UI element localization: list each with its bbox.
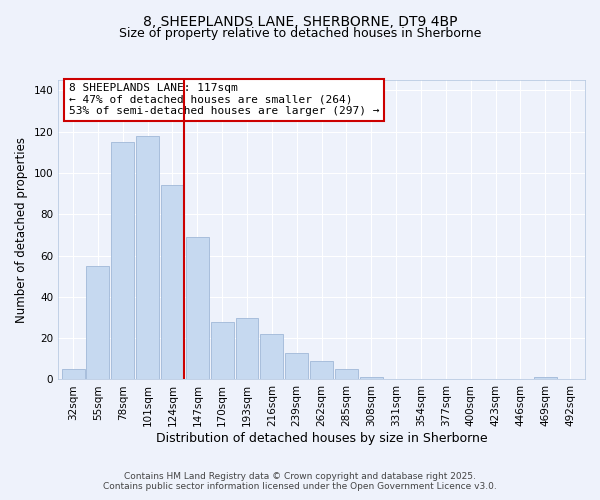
X-axis label: Distribution of detached houses by size in Sherborne: Distribution of detached houses by size … [156,432,487,445]
Text: Size of property relative to detached houses in Sherborne: Size of property relative to detached ho… [119,28,481,40]
Text: Contains HM Land Registry data © Crown copyright and database right 2025.: Contains HM Land Registry data © Crown c… [124,472,476,481]
Bar [534,378,557,380]
Text: 8, SHEEPLANDS LANE, SHERBORNE, DT9 4BP: 8, SHEEPLANDS LANE, SHERBORNE, DT9 4BP [143,15,457,29]
Bar [186,237,209,380]
Bar [112,142,134,380]
Bar [62,369,85,380]
Bar [211,322,233,380]
Bar [260,334,283,380]
Text: 8 SHEEPLANDS LANE: 117sqm
← 47% of detached houses are smaller (264)
53% of semi: 8 SHEEPLANDS LANE: 117sqm ← 47% of detac… [69,83,379,116]
Bar [161,186,184,380]
Text: Contains public sector information licensed under the Open Government Licence v3: Contains public sector information licen… [103,482,497,491]
Bar [86,266,109,380]
Bar [236,318,259,380]
Bar [136,136,159,380]
Y-axis label: Number of detached properties: Number of detached properties [15,136,28,322]
Bar [286,352,308,380]
Bar [360,378,383,380]
Bar [335,369,358,380]
Bar [310,361,333,380]
